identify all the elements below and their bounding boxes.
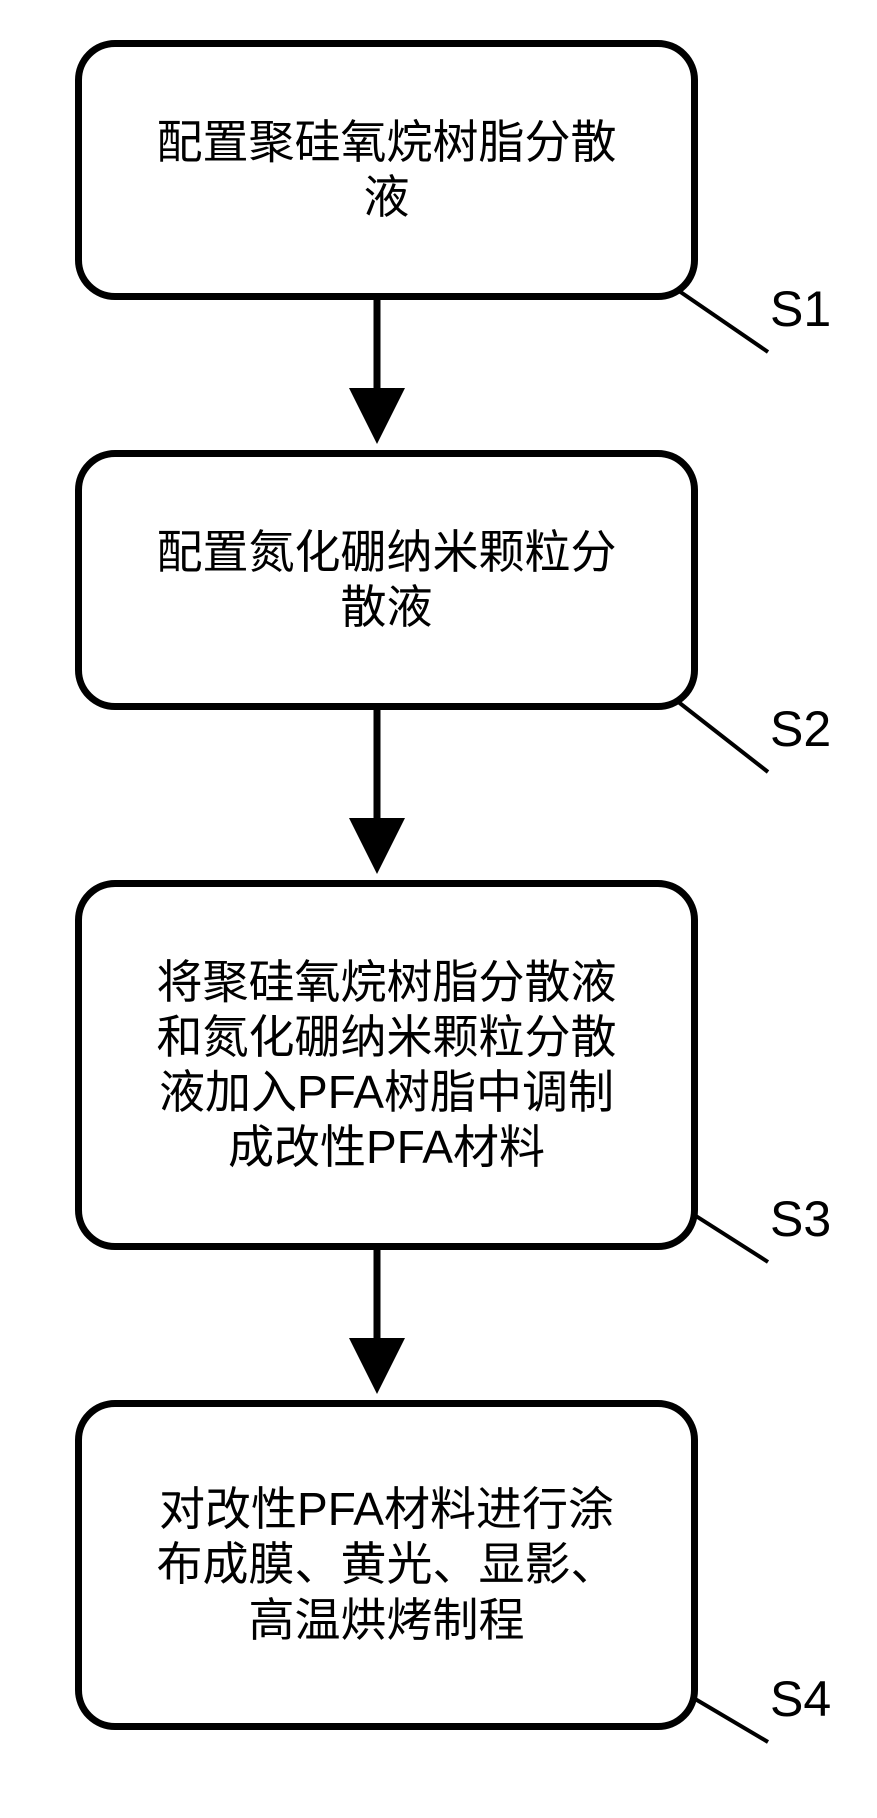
node-text: 配置氮化硼纳米颗粒分 散液 (157, 525, 617, 635)
flow-node-s1: 配置聚硅氧烷树脂分散 液 (75, 40, 698, 300)
node-text: 配置聚硅氧烷树脂分散 液 (157, 115, 617, 225)
flow-node-s3: 将聚硅氧烷树脂分散液 和氮化硼纳米颗粒分散 液加入PFA树脂中调制 成改性PFA… (75, 880, 698, 1250)
node-text: 对改性PFA材料进行涂 布成膜、黄光、显影、 高温烘烤制程 (157, 1482, 617, 1648)
flowchart-canvas: 配置聚硅氧烷树脂分散 液 配置氮化硼纳米颗粒分 散液 将聚硅氧烷树脂分散液 和氮… (0, 0, 877, 1818)
node-text: 将聚硅氧烷树脂分散液 和氮化硼纳米颗粒分散 液加入PFA树脂中调制 成改性PFA… (157, 955, 617, 1176)
step-label-s2: S2 (770, 700, 831, 758)
flow-node-s4: 对改性PFA材料进行涂 布成膜、黄光、显影、 高温烘烤制程 (75, 1400, 698, 1730)
flow-node-s2: 配置氮化硼纳米颗粒分 散液 (75, 450, 698, 710)
step-label-s4: S4 (770, 1670, 831, 1728)
step-label-s1: S1 (770, 280, 831, 338)
step-label-s3: S3 (770, 1190, 831, 1248)
